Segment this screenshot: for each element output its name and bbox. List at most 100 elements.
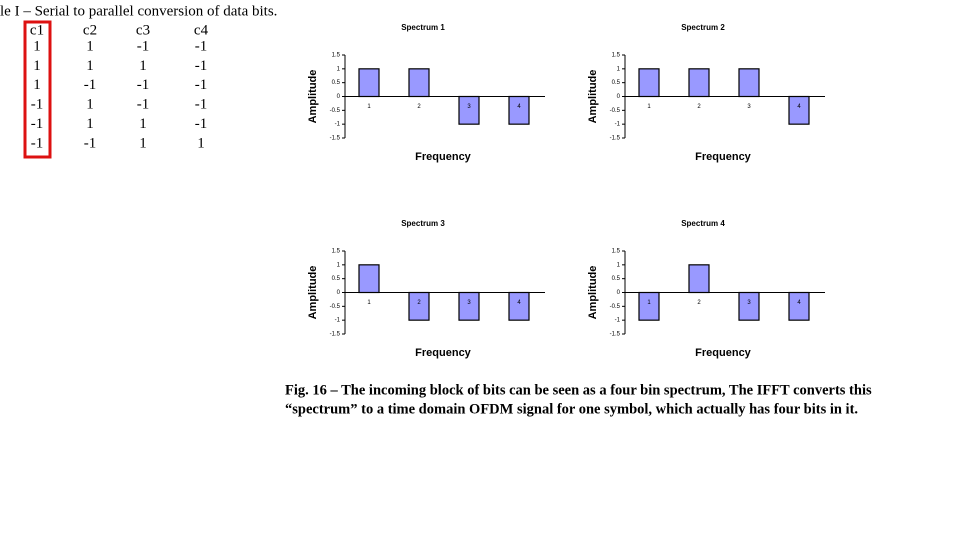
y-tick-label: 0 <box>337 94 341 100</box>
x-tick-label: 1 <box>367 300 371 306</box>
bar <box>458 95 480 125</box>
y-tick-label: 0 <box>337 290 341 296</box>
caption-line: “spectrum” to a time domain OFDM signal … <box>285 401 858 417</box>
table-cell: -1 <box>195 116 208 132</box>
y-tick-label: -1.5 <box>610 136 621 142</box>
x-tick-label: 1 <box>647 300 651 306</box>
y-tick-label: -0.5 <box>610 108 621 114</box>
x-axis-label: Frequency <box>695 151 752 163</box>
x-tick-label: 2 <box>417 300 421 306</box>
y-axis-label: Amplitude <box>587 70 599 124</box>
table-cell: 1 <box>33 77 41 93</box>
y-tick-label: 0.5 <box>332 80 341 86</box>
y-tick-label: -1.5 <box>610 332 621 338</box>
table-cell: 1 <box>86 97 94 113</box>
y-tick-label: -0.5 <box>610 304 621 310</box>
table-cell: 1 <box>139 58 147 74</box>
bar <box>688 68 710 98</box>
y-tick-label: -1 <box>615 318 621 324</box>
x-tick-label: 4 <box>517 300 521 306</box>
x-axis-label: Frequency <box>415 347 472 359</box>
bar <box>788 291 810 321</box>
table-cell: -1 <box>137 77 150 93</box>
table-cell: 1 <box>86 58 94 74</box>
y-tick-label: -1.5 <box>330 332 341 338</box>
table-cell: 1 <box>33 38 41 54</box>
bar <box>508 291 530 321</box>
y-tick-label: 0.5 <box>612 80 621 86</box>
table-header: c4 <box>194 22 209 38</box>
bar <box>738 291 760 321</box>
bar <box>638 68 660 98</box>
x-tick-label: 3 <box>467 104 471 110</box>
bar <box>358 68 380 98</box>
y-axis-label: Amplitude <box>587 266 599 320</box>
chart-title: Spectrum 2 <box>681 23 725 32</box>
x-tick-label: 4 <box>797 104 801 110</box>
chart-title: Spectrum 4 <box>681 219 725 228</box>
bar <box>738 68 760 98</box>
y-tick-label: 1 <box>617 262 621 268</box>
table-cell: -1 <box>137 97 150 113</box>
bar <box>688 264 710 294</box>
table-cell: -1 <box>195 77 208 93</box>
table-cell: -1 <box>31 116 44 132</box>
y-tick-label: -1 <box>335 318 341 324</box>
bar <box>408 68 430 98</box>
table-title: le I – Serial to parallel conversion of … <box>0 3 277 19</box>
table-cell: -1 <box>195 38 208 54</box>
y-tick-label: -0.5 <box>330 304 341 310</box>
x-tick-label: 1 <box>647 104 651 110</box>
y-tick-label: 0 <box>617 290 621 296</box>
y-axis-label: Amplitude <box>307 266 319 320</box>
y-tick-label: 1.5 <box>612 53 621 59</box>
x-tick-label: 4 <box>517 104 521 110</box>
x-tick-label: 4 <box>797 300 801 306</box>
bar <box>358 264 380 294</box>
y-tick-label: 1 <box>337 66 341 72</box>
bar <box>638 291 660 321</box>
bar <box>788 95 810 125</box>
y-tick-label: 1 <box>337 262 341 268</box>
y-tick-label: 1 <box>617 66 621 72</box>
x-tick-label: 2 <box>417 104 421 110</box>
table-header: c3 <box>136 22 150 38</box>
table-cell: 1 <box>197 135 205 151</box>
bar <box>408 291 430 321</box>
bar <box>508 95 530 125</box>
table-cell: -1 <box>31 135 44 151</box>
x-tick-label: 3 <box>467 300 471 306</box>
y-tick-label: 0.5 <box>612 276 621 282</box>
table-header: c1 <box>30 22 44 38</box>
caption-line: Fig. 16 – The incoming block of bits can… <box>285 382 872 398</box>
y-tick-label: 1.5 <box>332 249 341 255</box>
table-header: c2 <box>83 22 97 38</box>
x-axis-label: Frequency <box>415 151 472 163</box>
highlight-box <box>23 20 52 159</box>
y-tick-label: -1 <box>615 122 621 128</box>
y-tick-label: 0 <box>617 94 621 100</box>
x-tick-label: 1 <box>367 104 371 110</box>
x-axis-label: Frequency <box>695 347 752 359</box>
y-tick-label: -1 <box>335 122 341 128</box>
x-tick-label: 2 <box>697 104 701 110</box>
x-tick-label: 2 <box>697 300 701 306</box>
table-cell: -1 <box>195 97 208 113</box>
chart-title: Spectrum 1 <box>401 23 445 32</box>
table-cell: -1 <box>84 135 97 151</box>
table-cell: 1 <box>86 116 94 132</box>
y-tick-label: -1.5 <box>330 136 341 142</box>
table-cell: 1 <box>139 116 147 132</box>
bar <box>458 291 480 321</box>
table-cell: -1 <box>137 38 150 54</box>
x-tick-label: 3 <box>747 300 751 306</box>
table-cell: -1 <box>31 97 44 113</box>
table-cell: 1 <box>86 38 94 54</box>
y-tick-label: 1.5 <box>332 53 341 59</box>
table-cell: -1 <box>195 58 208 74</box>
x-tick-label: 3 <box>747 104 751 110</box>
table-cell: -1 <box>84 77 97 93</box>
y-tick-label: 0.5 <box>332 276 341 282</box>
table-cell: 1 <box>139 135 147 151</box>
